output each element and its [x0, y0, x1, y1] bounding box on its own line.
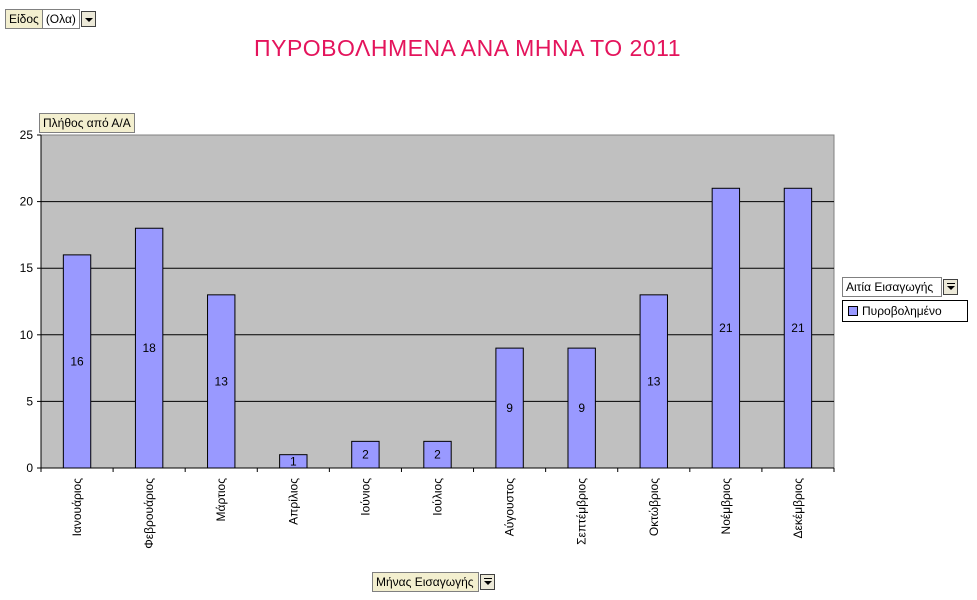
bar-value-label: 21 — [719, 321, 733, 335]
y-tick-label: 20 — [20, 195, 34, 209]
bar — [711, 187, 741, 469]
y-tick-label: 15 — [20, 261, 34, 275]
bar-value-label: 2 — [362, 448, 369, 462]
category-field-label: Μήνας Εισαγωγής — [372, 572, 479, 592]
x-tick-label: Δεκέμβριος — [791, 478, 805, 539]
data-field-button[interactable]: Πλήθος από Α/Α — [39, 113, 135, 133]
legend: Πυροβολημένο — [842, 300, 968, 322]
chart-title: ΠΥΡΟΒΟΛΗΜΕΝΑ ΑΝΑ ΜΗΝΑ ΤΟ 2011 — [254, 35, 681, 61]
bar-value-label: 9 — [578, 401, 585, 415]
bar — [783, 187, 813, 469]
bar-value-label: 16 — [70, 354, 84, 368]
bar-value-label: 21 — [791, 321, 805, 335]
page-filter-label[interactable]: Είδος — [5, 9, 43, 29]
x-tick-label: Ιούλιος — [431, 478, 445, 516]
y-tick-label: 5 — [26, 394, 33, 408]
bar — [207, 294, 236, 469]
y-tick-label: 0 — [26, 461, 33, 475]
category-field-dropdown-icon[interactable] — [479, 574, 495, 590]
x-tick-label: Νοέμβριος — [719, 478, 733, 535]
bar-value-label: 13 — [647, 374, 661, 388]
x-tick-label: Ιούνιος — [358, 478, 372, 516]
series-field-label: Αιτία Εισαγωγής — [842, 277, 943, 297]
bar-value-label: 13 — [215, 374, 229, 388]
bars: 16 18 13 1 2 2 9 9 13 21 21 — [62, 187, 813, 469]
legend-item-label: Πυροβολημένο — [862, 304, 942, 318]
data-field-label: Πλήθος από Α/Α — [39, 113, 135, 133]
bar — [134, 227, 164, 469]
y-tick-label: 10 — [20, 328, 34, 342]
x-tick-label: Αύγουστος — [503, 478, 517, 536]
bar-value-label: 1 — [290, 454, 297, 468]
grid-lines — [41, 201, 834, 402]
x-tick-label: Ιανουάριος — [70, 478, 84, 537]
page-filter-value: (Ολα) — [42, 9, 80, 29]
x-tick-label: Απρίλιος — [286, 478, 300, 525]
bar-value-label: 2 — [434, 448, 441, 462]
page-filter-dropdown-icon[interactable] — [80, 11, 96, 27]
bar — [567, 347, 596, 469]
x-tick-label: Οκτώβριος — [647, 478, 661, 536]
y-tick-label: 25 — [20, 128, 34, 142]
x-tick-label: Φεβρουάριος — [142, 478, 156, 549]
bar — [495, 347, 524, 469]
bar — [351, 440, 380, 469]
series-field-button[interactable]: Αιτία Εισαγωγής — [842, 277, 959, 297]
plot-area — [40, 134, 835, 469]
x-tick-label: Σεπτέμβριος — [575, 478, 589, 545]
y-axis: 0 5 10 15 20 25 — [20, 128, 42, 475]
series-field-dropdown-icon[interactable] — [943, 279, 959, 295]
page-filter: Είδος (Ολα) — [5, 9, 96, 29]
bar — [62, 254, 92, 469]
x-tick-label: Μάρτιος — [214, 478, 228, 522]
bar — [639, 294, 668, 469]
bar-value-label: 9 — [506, 401, 513, 415]
bar-value-label: 18 — [142, 341, 156, 355]
category-field-button[interactable]: Μήνας Εισαγωγής — [372, 572, 495, 592]
x-axis: Ιανουάριος Φεβρουάριος Μάρτιος Απρίλιος Ιούν… — [40, 467, 835, 549]
legend-swatch — [848, 306, 858, 316]
